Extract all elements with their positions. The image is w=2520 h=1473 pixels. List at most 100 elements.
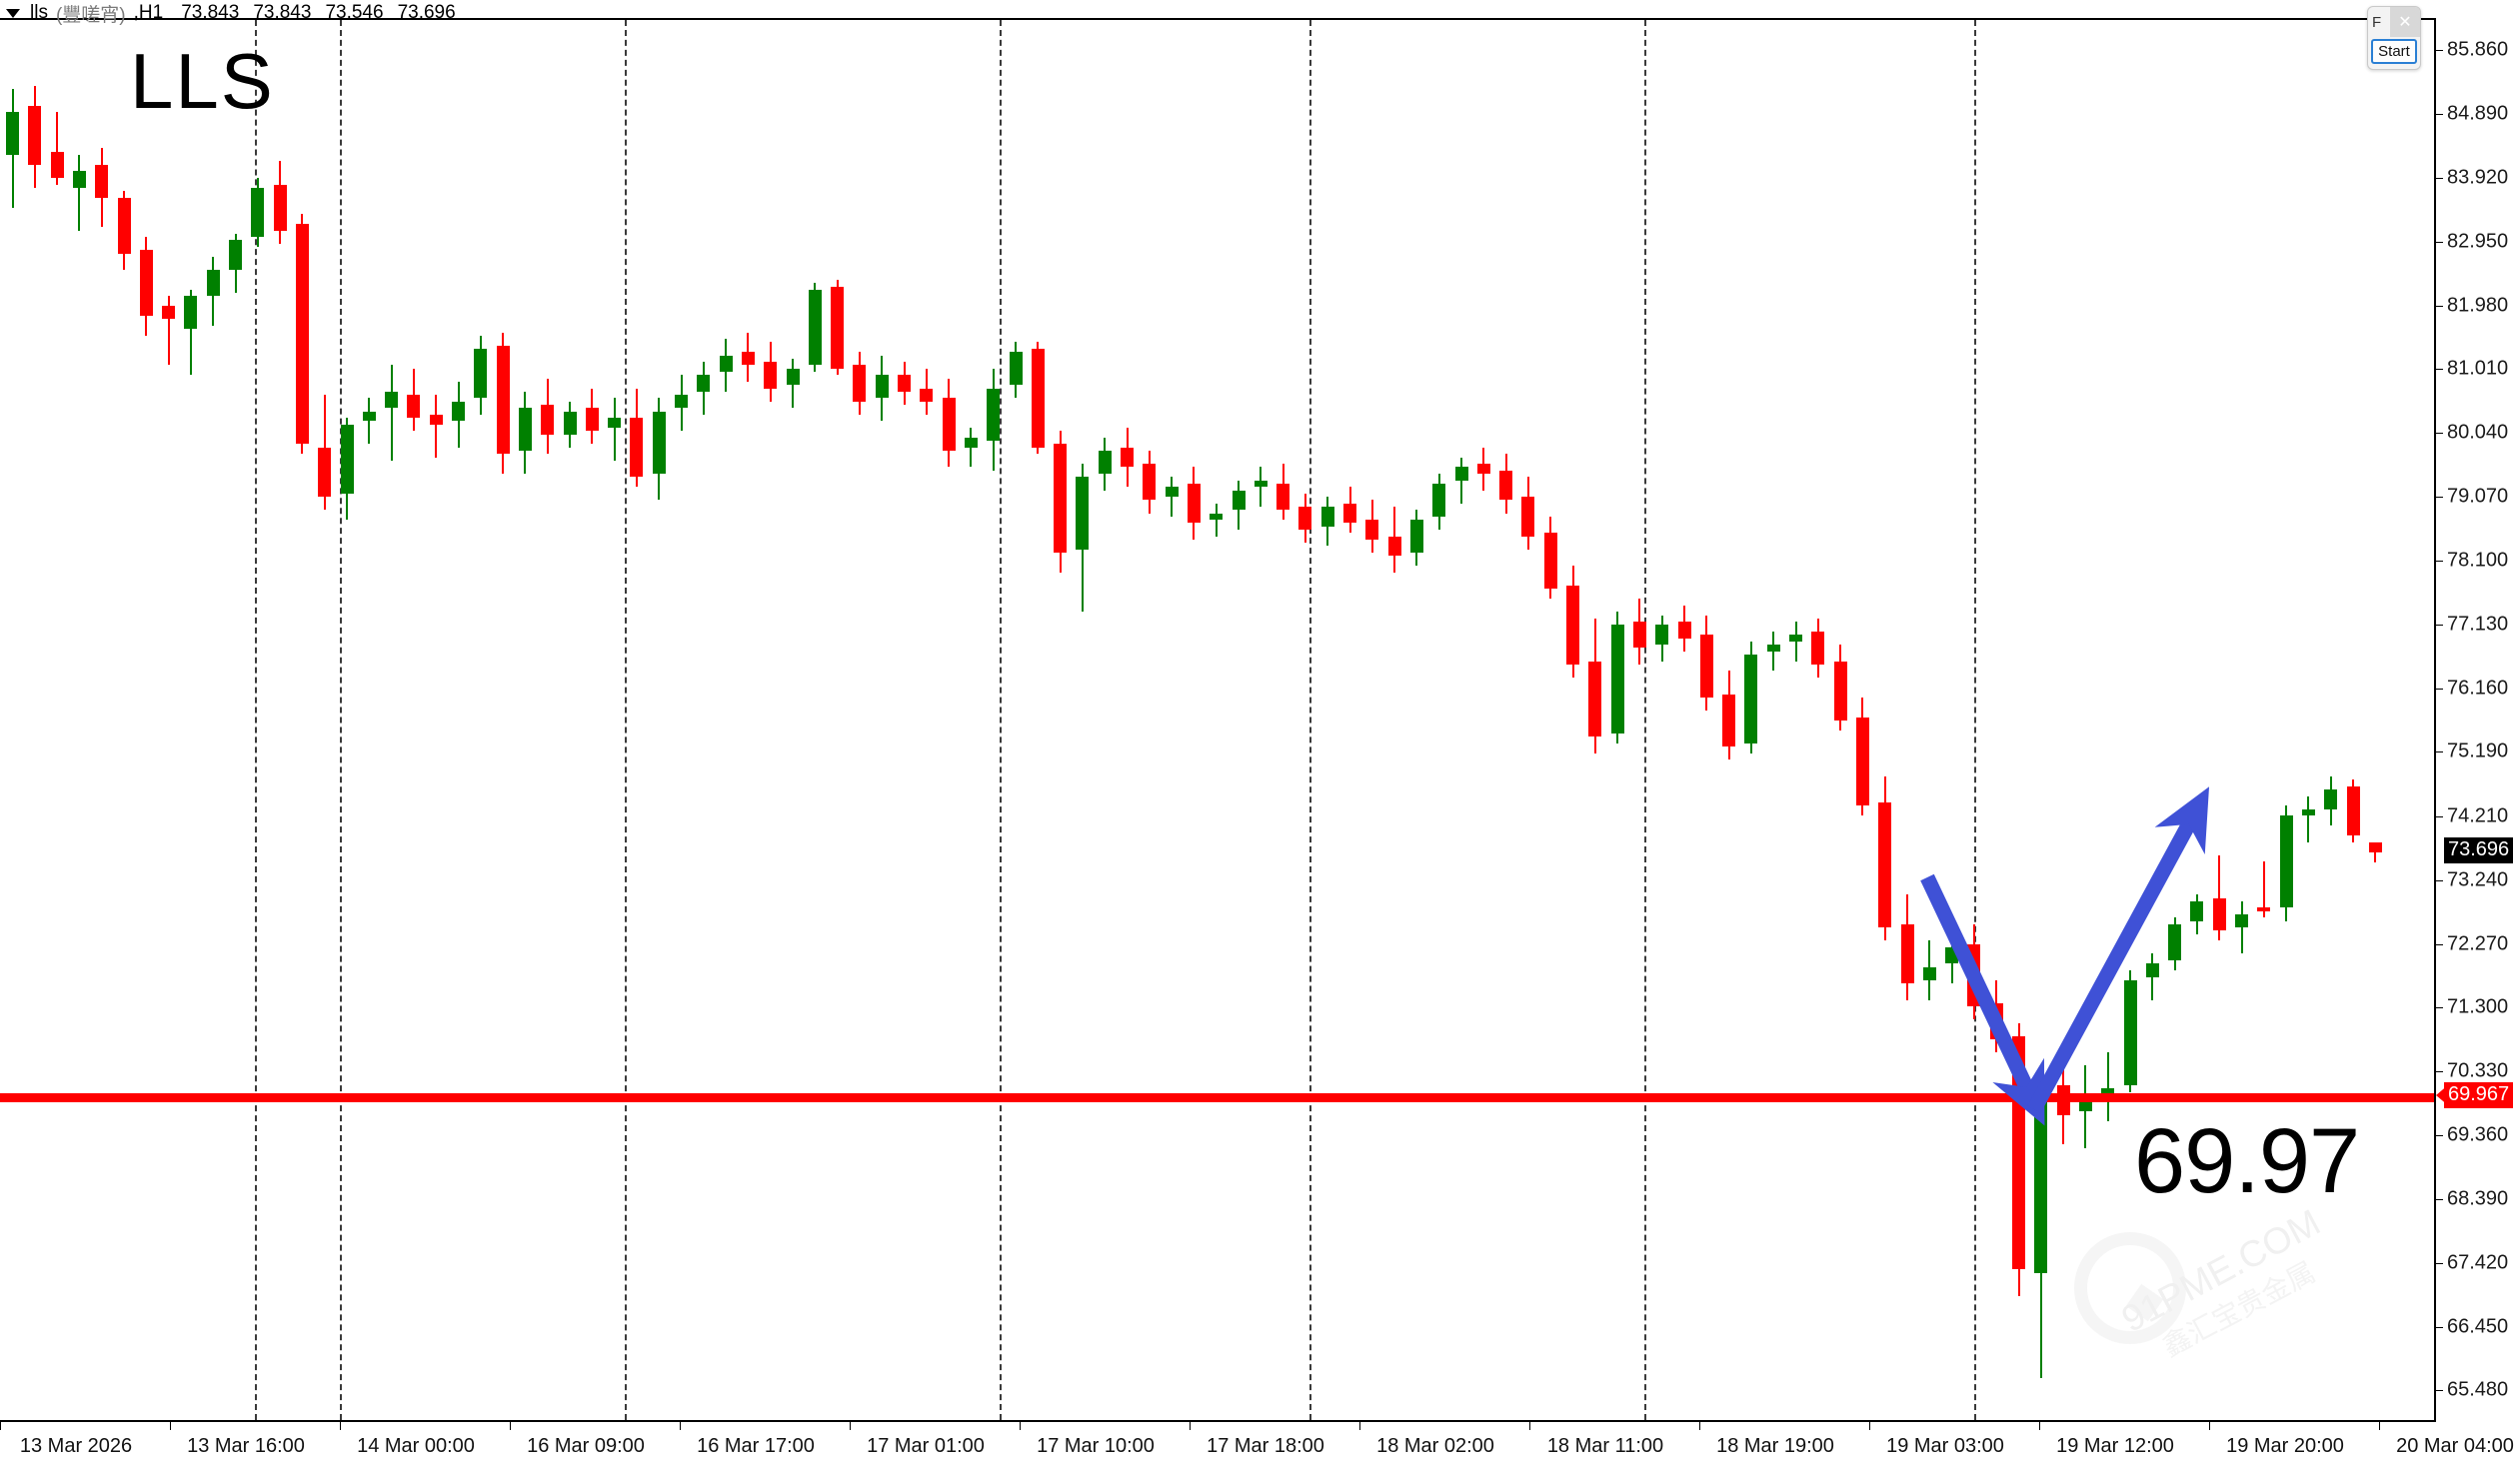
page-title: LLS — [130, 37, 275, 125]
price-tick — [2436, 1390, 2443, 1392]
price-axis-label: 67.420 — [2447, 1251, 2509, 1274]
ohlc-high: 73.843 — [253, 2, 312, 23]
candle-bullish — [1610, 625, 1624, 734]
candle-wick — [1171, 477, 1174, 517]
time-tick — [2039, 1422, 2040, 1430]
candle-bearish — [1900, 923, 1914, 984]
time-tick — [1359, 1422, 1360, 1430]
candle-wick — [1794, 622, 1797, 662]
price-axis-label: 84.890 — [2447, 102, 2509, 125]
candle-bearish — [1543, 533, 1557, 590]
widget-title: F — [2372, 13, 2382, 31]
price-tick — [2436, 50, 2443, 52]
time-axis[interactable]: 13 Mar 2026 13 Mar 16:00 14 Mar 00:00 16 Ma… — [0, 1422, 2514, 1473]
time-tick — [510, 1422, 511, 1430]
gridline-vertical — [340, 20, 342, 1420]
candle-bearish — [541, 404, 555, 435]
candle-bullish — [1076, 477, 1090, 550]
support-level-line[interactable] — [0, 1093, 2434, 1103]
price-tick — [2436, 815, 2443, 817]
candle-bearish — [95, 164, 109, 198]
triangle-down-icon[interactable] — [6, 8, 20, 18]
candle-bullish — [72, 171, 86, 188]
candle-bullish — [2301, 808, 2315, 816]
candle-wick — [368, 398, 371, 445]
candle-bullish — [229, 240, 242, 271]
candle-bearish — [273, 184, 287, 231]
candle-bearish — [295, 224, 309, 445]
candle-bearish — [1054, 444, 1068, 554]
candle-wick — [390, 365, 393, 461]
candle-wick — [2307, 795, 2310, 842]
price-tick — [2436, 1007, 2443, 1009]
candle-wick — [2262, 861, 2265, 918]
price-tick — [2436, 751, 2443, 753]
price-axis-label: 82.950 — [2447, 230, 2509, 253]
price-tick — [2436, 1326, 2443, 1328]
candle-bearish — [1387, 536, 1401, 557]
support-price-badge: 69.967 — [2444, 1082, 2514, 1109]
candle-bullish — [2190, 900, 2204, 921]
candle-bullish — [474, 349, 488, 399]
price-tick — [2436, 943, 2443, 945]
gridline-vertical — [1309, 20, 1311, 1420]
price-axis-label: 73.240 — [2447, 868, 2509, 891]
price-axis-label: 71.300 — [2447, 995, 2509, 1018]
gridline-vertical — [1644, 20, 1646, 1420]
candle-bullish — [1098, 451, 1112, 475]
watermark-text: 91PME.COM — [2114, 1201, 2327, 1340]
price-axis-label: 65.480 — [2447, 1378, 2509, 1401]
time-tick — [1699, 1422, 1700, 1430]
candle-bullish — [1655, 625, 1669, 646]
time-axis-label: 19 Mar 20:00 — [2226, 1435, 2344, 1457]
candle-bullish — [1766, 645, 1780, 652]
time-axis-label: 16 Mar 09:00 — [527, 1435, 645, 1457]
price-axis-label: 85.860 — [2447, 38, 2509, 61]
candle-bearish — [1855, 717, 1869, 806]
candle-bearish — [920, 388, 934, 402]
candle-bearish — [898, 375, 911, 392]
price-axis-label: 66.450 — [2447, 1315, 2509, 1338]
candle-bullish — [1454, 467, 1468, 481]
candle-wick — [2374, 842, 2377, 862]
chart-plot-area[interactable]: 91PME.COM 鑫汇宝贵金属 LLS 69.97 — [0, 18, 2436, 1422]
floating-start-widget[interactable]: F ✕ Start — [2367, 6, 2421, 70]
candle-bearish — [1878, 802, 1892, 928]
candle-bearish — [1187, 483, 1201, 524]
symbol-header-bar: lls (豐嗟宵) ,H1 73.843 73.843 73.546 73.696 — [0, 0, 456, 26]
price-tick — [2436, 177, 2443, 179]
price-axis-label: 83.920 — [2447, 166, 2509, 189]
symbol-timeframe: ,H1 — [133, 2, 164, 23]
candle-bearish — [2212, 897, 2226, 931]
candle-bullish — [697, 375, 711, 392]
candle-bullish — [719, 355, 733, 373]
candle-bullish — [518, 408, 532, 452]
close-icon[interactable]: ✕ — [2390, 7, 2420, 37]
time-axis-label: 20 Mar 04:00 — [2396, 1435, 2514, 1457]
price-axis[interactable]: 85.860 84.890 83.920 82.950 81.980 81.010 80.0… — [2436, 18, 2520, 1422]
candle-bullish — [1789, 635, 1802, 642]
time-axis-label: 13 Mar 2026 — [19, 1435, 133, 1457]
gridline-vertical — [1000, 20, 1002, 1420]
candle-wick — [1460, 457, 1462, 504]
start-button[interactable]: Start — [2371, 39, 2417, 64]
candle-bearish — [1677, 622, 1691, 639]
candle-bullish — [2168, 923, 2182, 961]
price-tick — [2436, 879, 2443, 881]
candle-bearish — [1811, 632, 1825, 665]
candle-bearish — [853, 365, 867, 402]
candle-bearish — [1566, 585, 1579, 665]
price-tick — [2436, 688, 2443, 690]
time-axis-label: 17 Mar 18:00 — [1207, 1435, 1324, 1457]
candle-wick — [78, 154, 81, 231]
time-tick — [0, 1422, 1, 1430]
candle-bullish — [1744, 655, 1758, 743]
price-axis-label: 75.190 — [2447, 739, 2509, 762]
price-tick — [2436, 1262, 2443, 1264]
time-axis-label: 13 Mar 16:00 — [187, 1435, 305, 1457]
candle-bearish — [2346, 785, 2360, 835]
candle-bearish — [1699, 635, 1713, 698]
candle-bullish — [2279, 815, 2293, 908]
candle-bearish — [1143, 464, 1157, 501]
